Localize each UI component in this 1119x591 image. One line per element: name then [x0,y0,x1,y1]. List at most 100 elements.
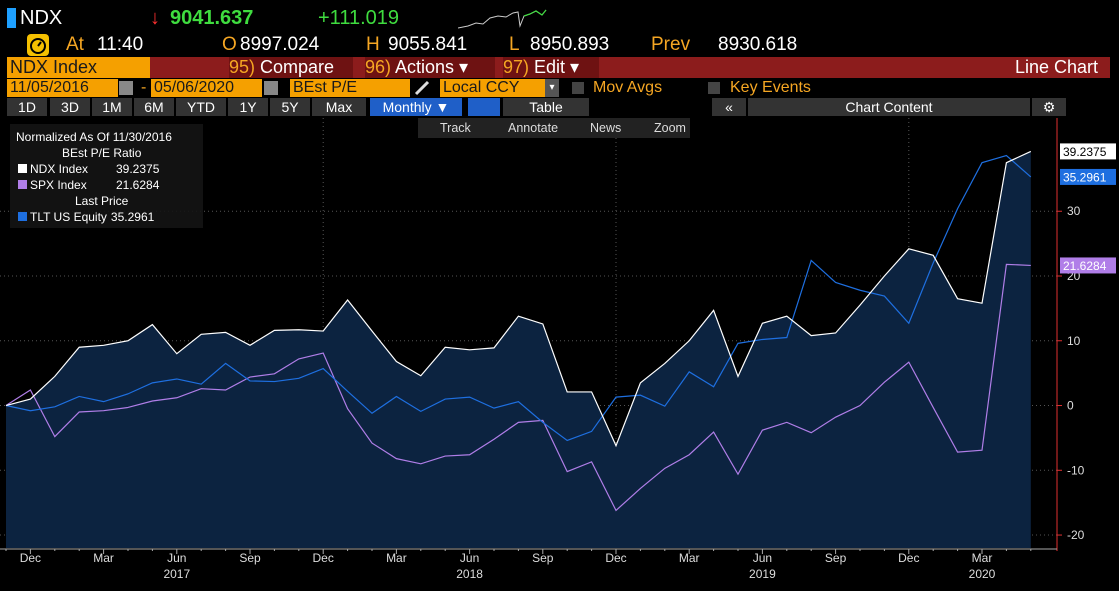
calendar-icon[interactable] [264,81,278,95]
start-date[interactable]: 11/05/2016 [7,79,118,97]
value-tag-label: 21.6284 [1063,259,1107,273]
high: 9055.841 [388,34,468,55]
currency-box[interactable]: Local CCY [440,79,545,97]
x-tick-label: Jun [460,551,479,565]
value-tag [1060,257,1116,274]
price-change: +111.019 [318,7,400,29]
legend-value: 35.2961 [110,210,155,224]
dropdown[interactable]: ▾ [545,79,559,97]
low: 8950.893 [530,34,610,55]
x-tick-label: Sep [532,551,554,565]
line [5,154,1032,442]
chart-style-button[interactable] [468,98,500,116]
y-tick-label: 30 [1067,204,1081,218]
tool-button[interactable]: Annotate [508,121,559,135]
low-label: L [509,34,520,55]
range-button[interactable]: 1Y [228,98,268,116]
area [6,151,1031,548]
legend-name: TLT US Equity [30,210,107,224]
menu-num: 95) [229,57,256,77]
x-year-label: 2019 [749,567,776,581]
menu-num: 97) [503,57,530,77]
tool-button[interactable]: News [590,121,622,135]
x-year-label: 2018 [456,567,483,581]
checkbox[interactable] [572,82,584,94]
end-date[interactable]: 05/06/2020 [151,79,262,97]
y-tick-label: 10 [1067,334,1081,348]
field-box[interactable]: BEst P/E [290,79,410,97]
x-tick-label: Sep [239,551,261,565]
menu-compare[interactable]: 95) Compare [229,57,353,78]
x-tick-label: Sep [825,551,847,565]
x-year-label: 2017 [163,567,190,581]
edit-icon[interactable] [413,80,431,96]
line [5,150,1032,448]
legend-swatch [18,164,27,173]
high-label: H [366,34,380,55]
legend-entry: TLT US Equity 35.2961 [18,210,198,224]
line [5,263,1031,512]
prev: 8930.618 [718,34,798,55]
range-button[interactable]: 1M [92,98,132,116]
last-price: 9041.637 [170,7,254,29]
x-tick-label: Jun [753,551,772,565]
legend-value: 39.2375 [116,162,160,176]
legend-entry: SPX Index 21.6284 [18,178,198,192]
x-tick-label: Dec [605,551,626,565]
legend-name: SPX Index [30,178,87,192]
value-tag [1060,168,1116,185]
x-tick-label: Mar [386,551,407,565]
settings-button[interactable]: ⚙ [1032,98,1066,116]
range-button[interactable]: Max [312,98,366,116]
legend-name: NDX Index [30,162,89,176]
legend-entry: NDX Index 39.2375 [18,162,198,176]
range-button[interactable]: 3D [50,98,90,116]
menu-num: 96) [365,57,392,77]
legend-swatch [18,212,27,221]
open-label: O [222,34,237,55]
ticker: NDX [20,7,63,29]
collapse-button[interactable]: « [712,98,746,116]
x-tick-label: Mar [679,551,700,565]
date-dash: - [141,79,147,96]
menu-actions[interactable]: 96) Actions ▾ [365,57,495,78]
menu-label: Compare [260,57,335,77]
range-button[interactable]: 5Y [270,98,310,116]
range-button[interactable]: 6M [134,98,174,116]
y-tick-label: -10 [1067,463,1085,477]
x-tick-label: Mar [972,551,993,565]
table-button[interactable]: Table [503,98,589,116]
checkbox[interactable] [708,82,720,94]
security-box[interactable]: NDX Index [7,57,150,78]
range-button[interactable]: 1D [7,98,47,116]
legend: Normalized As Of 11/30/2016 BEst P/E Rat… [10,124,203,228]
period-button[interactable]: Monthly ▼ [370,98,462,116]
open: 8997.024 [240,34,320,55]
mov-avgs[interactable]: Mov Avgs [593,79,663,96]
legend-swatch [18,180,27,189]
at-label: At [66,34,84,55]
legend-title: Normalized As Of 11/30/2016 [16,130,172,144]
menu-label: Actions ▾ [395,57,469,77]
menu-label: Edit ▾ [534,57,580,77]
menu-edit[interactable]: 97) Edit ▾ [503,57,599,78]
legend-heading: Last Price [75,194,129,208]
alert-icon[interactable] [27,34,49,56]
sparkline-icon [458,9,547,29]
chart-content-button[interactable]: Chart Content [748,98,1030,116]
x-tick-label: Mar [93,551,114,565]
x-tick-label: Dec [20,551,41,565]
y-tick-label: -20 [1067,528,1085,542]
tool-bar [418,118,690,138]
view-name: Line Chart [1014,57,1098,77]
y-tick-label: 0 [1067,399,1074,413]
key-events[interactable]: Key Events [730,79,811,96]
tool-button[interactable]: Zoom [654,121,686,135]
x-tick-label: Dec [313,551,334,565]
direction-arrow: ↓ [150,7,160,29]
calendar-icon[interactable] [119,81,133,95]
tool-button[interactable]: Track [440,121,471,135]
range-button[interactable]: YTD [176,98,226,116]
x-year-label: 2020 [969,567,996,581]
